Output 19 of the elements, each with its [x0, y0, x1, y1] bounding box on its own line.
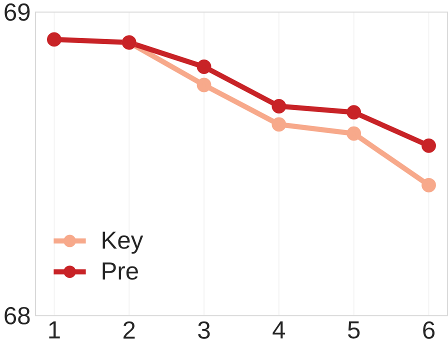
point	[422, 178, 436, 192]
x-tick-label: 2	[124, 321, 135, 338]
point	[422, 138, 436, 153]
point	[272, 117, 286, 132]
legend-label: Pre	[102, 262, 138, 280]
legend-label: Key	[102, 232, 144, 254]
y-tick-label: 68	[4, 306, 30, 324]
x-tick-label: 5	[348, 321, 360, 338]
point	[196, 59, 212, 74]
x-tick-label: 6	[423, 321, 435, 339]
point	[272, 98, 286, 114]
point	[346, 126, 362, 141]
x-tick-label: 3	[198, 321, 210, 339]
x-tick-label: 1	[49, 321, 60, 338]
point	[46, 32, 62, 47]
point	[196, 78, 212, 92]
y-tick-label: 69	[4, 3, 30, 21]
x-tick-label: 4	[272, 321, 286, 338]
point	[346, 104, 362, 120]
